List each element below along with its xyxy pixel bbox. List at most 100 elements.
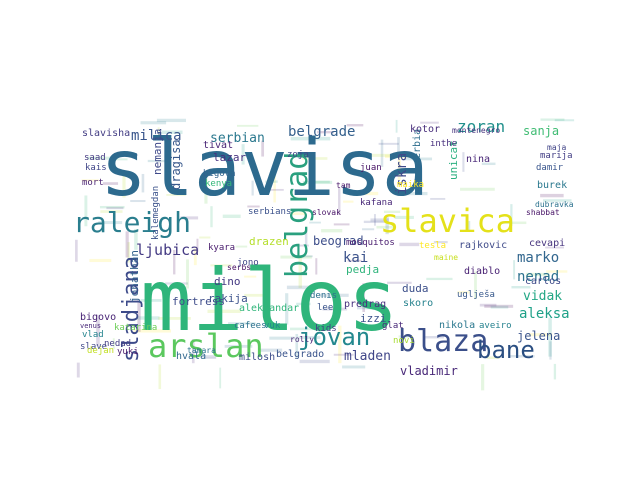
filler-word-mark — [405, 191, 428, 196]
cloud-word: nemanja — [151, 129, 164, 175]
cloud-word: bigova — [203, 169, 236, 179]
cloud-word: mort — [82, 178, 104, 188]
cloud-word: cevapi — [529, 238, 565, 249]
filler-word-mark — [321, 229, 343, 233]
filler-word-mark — [261, 140, 265, 157]
filler-word-mark — [192, 355, 216, 358]
filler-word-mark — [548, 317, 552, 357]
cloud-word: rakija — [208, 292, 248, 305]
cloud-word: aveiro — [479, 321, 512, 331]
filler-word-mark — [75, 239, 78, 262]
cloud-word: sanja — [523, 124, 559, 138]
filler-word-mark — [383, 210, 401, 213]
filler-word-mark — [394, 215, 414, 220]
cloud-word: drazen — [249, 235, 289, 248]
filler-word-mark — [553, 363, 557, 380]
filler-word-mark — [136, 316, 160, 320]
filler-word-mark — [540, 118, 565, 121]
filler-word-mark — [347, 259, 362, 262]
cloud-word: kids — [315, 324, 337, 334]
filler-word-mark — [346, 124, 364, 127]
filler-word-mark — [280, 255, 312, 259]
cloud-word: blaza — [398, 324, 488, 359]
cloud-word: slavica — [380, 202, 515, 240]
filler-word-mark — [290, 212, 306, 216]
filler-word-mark — [210, 206, 213, 228]
filler-word-mark — [490, 305, 509, 309]
cloud-word: pedja — [346, 263, 379, 276]
filler-word-mark — [384, 154, 408, 159]
filler-word-mark — [219, 367, 222, 389]
filler-word-mark — [385, 217, 389, 235]
filler-word-mark — [362, 283, 366, 312]
cloud-word: lazar — [213, 151, 246, 164]
filler-word-mark — [426, 277, 453, 281]
cloud-word: jono — [237, 258, 259, 268]
filler-word-mark — [269, 188, 284, 191]
filler-word-mark — [134, 229, 138, 250]
filler-word-mark — [420, 121, 439, 124]
filler-word-mark — [317, 131, 335, 134]
filler-word-mark — [100, 210, 123, 213]
filler-word-mark — [247, 205, 260, 208]
cloud-word: venus — [80, 322, 101, 330]
filler-word-mark — [380, 139, 384, 167]
filler-word-mark — [486, 356, 500, 360]
cloud-word: iskra — [394, 153, 410, 195]
cloud-word: kyara — [208, 243, 235, 253]
filler-word-mark — [127, 242, 131, 263]
cloud-word: bane — [477, 336, 535, 364]
cloud-word: zoran — [457, 117, 505, 136]
cloud-word: belgrado — [276, 349, 324, 360]
cloud-word: serbs — [227, 263, 251, 272]
filler-word-mark — [156, 118, 187, 123]
filler-word-mark — [302, 180, 333, 185]
cloud-word: predrag — [344, 299, 386, 310]
filler-word-mark — [338, 325, 342, 364]
filler-word-mark — [546, 270, 568, 273]
cloud-word: aleksa — [519, 306, 570, 322]
cloud-word: slave — [80, 342, 107, 352]
filler-word-mark — [460, 187, 495, 191]
filler-word-mark — [193, 248, 197, 266]
filler-word-mark — [122, 171, 126, 198]
filler-word-mark — [166, 194, 186, 196]
filler-word-mark — [433, 241, 448, 244]
filler-word-mark — [98, 221, 123, 225]
cloud-word: zoja — [287, 150, 309, 160]
cloud-word: novi — [393, 336, 415, 346]
cloud-word: kafana — [360, 198, 393, 208]
filler-word-mark — [115, 153, 139, 157]
filler-word-mark — [529, 333, 553, 337]
filler-word-mark — [500, 221, 527, 225]
filler-word-mark — [356, 305, 379, 310]
cloud-word: nina — [466, 154, 490, 165]
cloud-word: nedad — [104, 339, 131, 349]
cloud-word: tivat — [203, 140, 233, 151]
filler-word-mark — [273, 173, 276, 203]
filler-word-mark — [204, 177, 208, 204]
filler-word-mark — [290, 136, 331, 141]
filler-word-mark — [474, 271, 477, 300]
cloud-word: nikola — [439, 320, 475, 331]
filler-word-mark — [186, 259, 189, 289]
cloud-word: milica — [131, 128, 182, 144]
filler-word-mark — [543, 199, 572, 202]
filler-word-mark — [312, 180, 330, 184]
cloud-word: damir — [536, 163, 564, 173]
filler-word-mark — [228, 322, 256, 325]
cloud-word: mladen — [344, 349, 391, 364]
cloud-word: beograd — [313, 234, 364, 248]
cloud-word: nenad — [517, 269, 559, 285]
filler-word-mark — [513, 260, 516, 280]
cloud-word: vladimir — [400, 364, 458, 378]
cloud-word: juan — [360, 163, 382, 173]
filler-word-mark — [158, 316, 191, 320]
filler-word-mark — [554, 119, 575, 122]
cloud-word: rolly — [290, 335, 314, 344]
cloud-word: saad — [84, 153, 106, 163]
filler-word-mark — [130, 200, 146, 203]
filler-word-mark — [109, 158, 128, 161]
filler-word-mark — [241, 144, 245, 165]
